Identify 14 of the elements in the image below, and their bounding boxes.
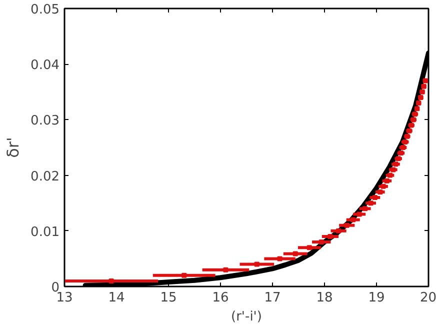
y-tick-label: 0.04 — [30, 58, 60, 74]
y-tick-label: 0.05 — [30, 2, 60, 18]
x-tick-label: 14 — [108, 290, 125, 306]
x-axis-title: (r'-i') — [231, 310, 262, 324]
y-tick-label: 0.02 — [30, 169, 60, 184]
x-tick-label: 20 — [420, 290, 436, 306]
x-tick-label: 16 — [212, 290, 229, 306]
x-tick-label: 17 — [264, 290, 281, 306]
y-tick-label: 0.03 — [30, 114, 60, 129]
x-tick-label: 15 — [160, 290, 177, 306]
y-tick-label: 0.01 — [30, 224, 60, 240]
x-tick-label: 18 — [316, 290, 333, 306]
y-axis-title: δr' — [4, 137, 23, 158]
x-tick-label: 19 — [368, 290, 385, 306]
